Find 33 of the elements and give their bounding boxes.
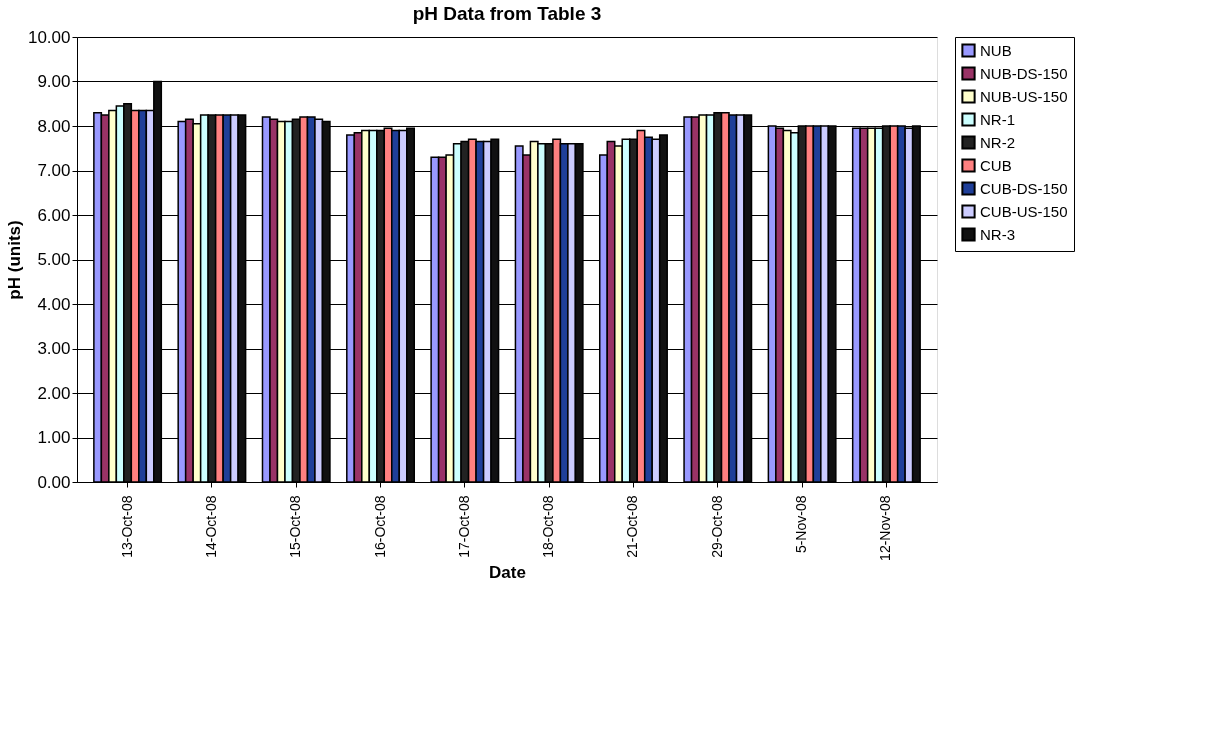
y-tick-label: 1.00 [37, 428, 71, 447]
legend-label: NUB [980, 41, 1012, 59]
x-tick-label: 18-Oct-08 [540, 495, 557, 558]
legend-label: CUB-US-150 [980, 202, 1068, 220]
x-tick-label: 15-Oct-08 [287, 495, 304, 558]
x-tick-label: 17-Oct-08 [455, 495, 472, 558]
legend-label: NUB-DS-150 [980, 64, 1068, 82]
legend-label: NR-2 [980, 133, 1016, 151]
y-tick-label: 0.00 [37, 472, 71, 492]
legend-label: CUB [980, 156, 1012, 174]
x-tick-label: 5-Nov-08 [793, 495, 810, 554]
y-tick-label: 9.00 [37, 72, 71, 91]
legend-label: NR-3 [980, 225, 1016, 243]
y-tick-label: 8.00 [37, 116, 71, 136]
legend-label: NR-1 [980, 110, 1016, 128]
x-tick-label: 29-Oct-08 [708, 495, 725, 558]
y-tick-label: 2.00 [37, 383, 71, 403]
chart-title: pH Data from Table 3 [412, 3, 602, 24]
x-tick-label: 12-Nov-08 [877, 495, 894, 561]
x-tick-label: 14-Oct-08 [202, 495, 219, 558]
y-tick-label: 6.00 [37, 205, 71, 225]
x-tick-label: 16-Oct-08 [371, 495, 388, 558]
y-axis-title: pH (units) [4, 220, 24, 300]
y-tick-label: 7.00 [37, 161, 71, 180]
y-tick-label: 3.00 [37, 339, 71, 358]
x-tick-label: 21-Oct-08 [624, 495, 641, 558]
legend-label: NUB-US-150 [980, 87, 1068, 105]
x-tick-label: 13-Oct-08 [118, 495, 135, 558]
y-tick-label: 4.00 [37, 294, 71, 314]
y-tick-label: 5.00 [37, 250, 71, 269]
legend-label: CUB-DS-150 [980, 179, 1068, 197]
x-axis-title: Date [489, 562, 526, 582]
y-tick-label: 10.00 [27, 27, 71, 47]
